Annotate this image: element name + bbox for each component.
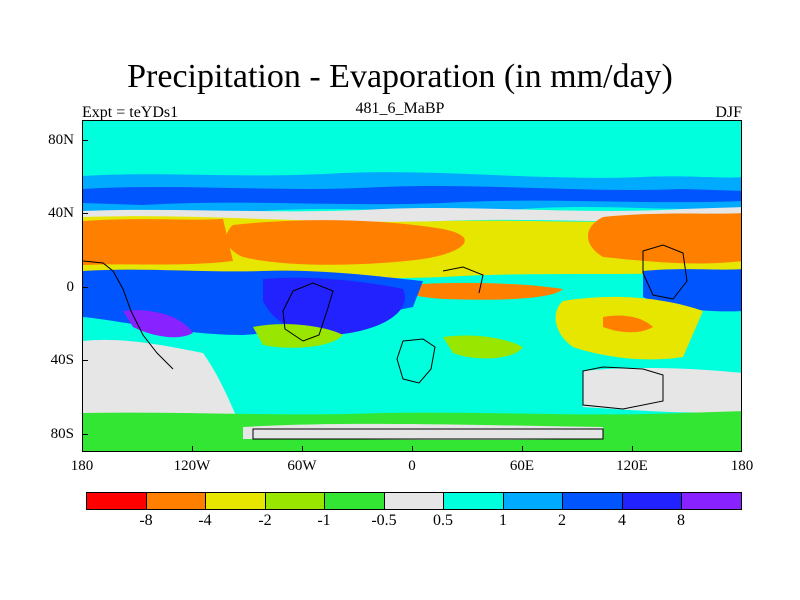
x-tick-180e: 180: [730, 458, 754, 474]
y-tick-mark: [82, 213, 88, 214]
colorbar-segment: [622, 493, 683, 509]
field-antarctic-grey: [243, 423, 603, 440]
x-tick-mark: [192, 446, 193, 452]
period-label: 481_6_MaBP: [355, 100, 445, 117]
y-tick-mark: [82, 140, 88, 141]
experiment-label: Expt = teYDs1: [82, 104, 179, 121]
colorbar-segment: [206, 493, 266, 509]
x-tick-60e: 60E: [509, 458, 535, 474]
x-tick-mark: [412, 446, 413, 452]
x-tick-120e: 120E: [616, 458, 648, 474]
colorbar-segment: [146, 493, 207, 509]
y-tick-80s: 80S: [50, 426, 74, 442]
colorbar-label: -0.5: [371, 512, 397, 529]
field-eastern-blue: [643, 269, 741, 312]
field-south-orange: [603, 315, 653, 333]
field-orange-west: [83, 219, 233, 265]
colorbar-label: -2: [258, 512, 272, 529]
y-tick-40s: 40S: [50, 352, 74, 368]
field-orange-atlantic: [400, 282, 563, 300]
y-tick-mark: [82, 360, 88, 361]
colorbar: [86, 492, 742, 510]
colorbar-segment: [682, 493, 742, 509]
y-tick-mark: [82, 434, 88, 435]
colorbar-label: 4: [618, 512, 626, 529]
x-tick-180w: 180: [70, 458, 94, 474]
coastlines: [83, 244, 688, 440]
colorbar-segment: [325, 493, 385, 509]
x-tick-mark: [302, 446, 303, 452]
y-tick-0: 0: [66, 279, 75, 295]
x-tick-mark: [522, 446, 523, 452]
map-svg: [83, 121, 741, 451]
y-tick-mark: [82, 287, 88, 288]
colorbar-segment: [444, 493, 504, 509]
y-tick-80n: 80N: [48, 132, 74, 148]
colorbar-label: -8: [139, 512, 153, 529]
field-south-green-b: [443, 335, 523, 359]
season-label: DJF: [715, 104, 742, 121]
field-orange-pacific: [226, 220, 465, 265]
x-tick-mark: [632, 446, 633, 452]
x-tick-0: 0: [408, 458, 416, 474]
colorbar-segment: [503, 493, 564, 509]
colorbar-label: -1: [317, 512, 331, 529]
colorbar-segment: [384, 493, 445, 509]
x-tick-60w: 60W: [287, 458, 317, 474]
precip-evap-map: [82, 120, 742, 452]
colorbar-label: 8: [677, 512, 685, 529]
field-north-blue: [83, 186, 741, 205]
colorbar-label: -4: [198, 512, 212, 529]
x-tick-120w: 120W: [173, 458, 211, 474]
colorbar-label: 2: [558, 512, 566, 529]
field-southeast-grey: [583, 367, 741, 413]
field-orange-east: [588, 213, 741, 264]
colorbar-segment: [87, 493, 147, 509]
field-purple-patch: [123, 310, 193, 338]
colorbar-label: 1: [499, 512, 507, 529]
colorbar-segment: [265, 493, 326, 509]
field-equatorial-darkblue: [263, 277, 405, 335]
colorbar-segment: [563, 493, 623, 509]
y-tick-40n: 40N: [48, 205, 74, 221]
colorbar-label: 0.5: [433, 512, 453, 529]
map-title: Precipitation - Evaporation (in mm/day): [127, 58, 673, 95]
